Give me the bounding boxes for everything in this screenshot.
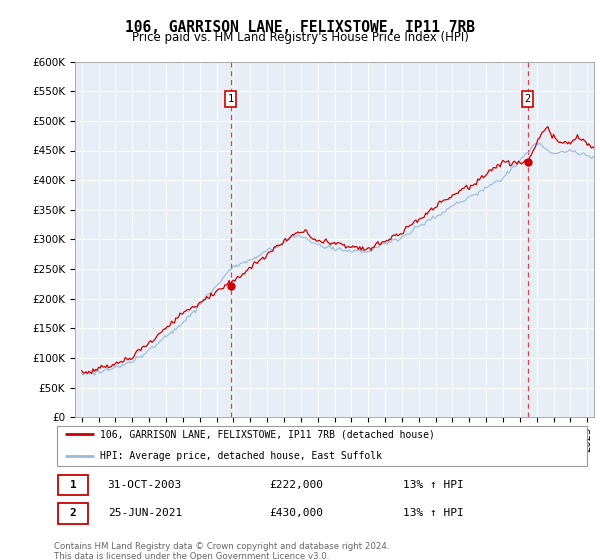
Text: 106, GARRISON LANE, FELIXSTOWE, IP11 7RB (detached house): 106, GARRISON LANE, FELIXSTOWE, IP11 7RB… bbox=[100, 430, 434, 440]
Text: 13% ↑ HPI: 13% ↑ HPI bbox=[403, 508, 464, 519]
Text: £430,000: £430,000 bbox=[269, 508, 323, 519]
Text: 1: 1 bbox=[227, 94, 233, 104]
Text: Price paid vs. HM Land Registry's House Price Index (HPI): Price paid vs. HM Land Registry's House … bbox=[131, 31, 469, 44]
Text: 2: 2 bbox=[524, 94, 531, 104]
Text: 106, GARRISON LANE, FELIXSTOWE, IP11 7RB: 106, GARRISON LANE, FELIXSTOWE, IP11 7RB bbox=[125, 20, 475, 35]
Text: 25-JUN-2021: 25-JUN-2021 bbox=[108, 508, 182, 519]
Text: £222,000: £222,000 bbox=[269, 480, 323, 490]
Text: HPI: Average price, detached house, East Suffolk: HPI: Average price, detached house, East… bbox=[100, 451, 382, 461]
Text: Contains HM Land Registry data © Crown copyright and database right 2024.
This d: Contains HM Land Registry data © Crown c… bbox=[54, 542, 389, 560]
FancyBboxPatch shape bbox=[58, 503, 88, 524]
FancyBboxPatch shape bbox=[58, 475, 88, 495]
Text: 31-OCT-2003: 31-OCT-2003 bbox=[108, 480, 182, 490]
Text: 2: 2 bbox=[70, 508, 76, 519]
Text: 1: 1 bbox=[70, 480, 76, 490]
FancyBboxPatch shape bbox=[56, 426, 587, 466]
Text: 13% ↑ HPI: 13% ↑ HPI bbox=[403, 480, 464, 490]
